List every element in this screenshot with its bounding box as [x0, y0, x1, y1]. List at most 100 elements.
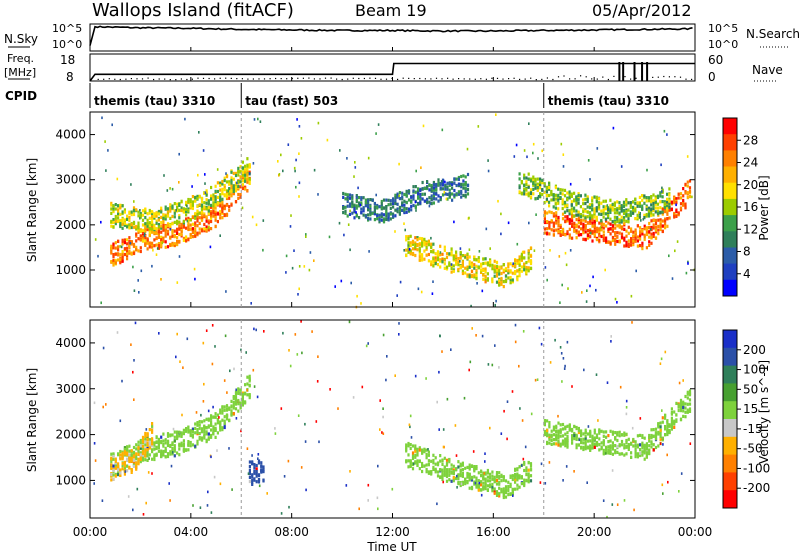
- power-cell: [632, 200, 635, 204]
- power-cell: [130, 223, 133, 227]
- power-cell: [185, 235, 188, 239]
- velocity-noise-cell: [289, 364, 292, 368]
- power-cell: [502, 280, 505, 284]
- power-cell: [652, 213, 655, 217]
- velocity-cell: [123, 446, 126, 450]
- power-cell: [436, 253, 440, 257]
- velocity-cell: [411, 444, 415, 448]
- velocity-cell: [448, 470, 451, 474]
- power-cell: [146, 247, 149, 251]
- power-cell: [166, 245, 170, 249]
- velocity-noise-cell: [534, 378, 537, 382]
- power-cell: [137, 226, 140, 230]
- velocity-noise-cell: [666, 453, 668, 457]
- power-cell: [191, 227, 194, 231]
- velocity-noise-cell: [450, 348, 452, 351]
- velocity-cell: [416, 453, 419, 457]
- velocity-noise-cell: [562, 479, 564, 482]
- velocity-cell: [645, 451, 648, 455]
- power-cell: [684, 202, 687, 206]
- velocity-cell: [486, 475, 489, 479]
- power-cell: [450, 250, 453, 254]
- power-cell: [414, 245, 417, 249]
- velocity-cell: [248, 460, 251, 464]
- power-cell: [561, 217, 565, 221]
- power-cell: [148, 227, 151, 231]
- power-cell: [602, 230, 605, 234]
- power-cell: [200, 196, 204, 201]
- power-cell: [645, 199, 648, 203]
- power-cell: [425, 245, 428, 250]
- velocity-cell: [518, 465, 521, 469]
- power-cell: [394, 208, 397, 212]
- power-cell: [426, 180, 429, 184]
- power-cell: [641, 241, 644, 245]
- power-cell: [401, 201, 404, 205]
- power-noise-cell: [596, 147, 599, 150]
- power-cell: [128, 211, 131, 215]
- power-noise-cell: [129, 242, 132, 245]
- power-cell: [162, 225, 165, 229]
- velocity-cell: [248, 472, 251, 476]
- power-cell: [613, 203, 616, 207]
- velocity-noise-cell: [124, 470, 127, 473]
- power-noise-cell: [100, 220, 102, 224]
- velocity-cell: [246, 393, 249, 397]
- velocity-cell: [666, 432, 669, 437]
- velocity-cell: [582, 432, 585, 436]
- power-noise-cell: [417, 188, 419, 191]
- power-cell: [611, 220, 614, 224]
- velocity-cell: [571, 441, 574, 445]
- power-cell: [663, 204, 666, 208]
- velocity-cell: [189, 432, 192, 437]
- power-cell: [518, 263, 521, 267]
- power-cell: [527, 266, 530, 270]
- power-cell: [604, 199, 607, 203]
- power-cell: [579, 194, 582, 198]
- power-cell: [189, 198, 192, 202]
- power-cell: [630, 240, 633, 244]
- power-cell: [636, 215, 639, 219]
- power-cell: [219, 210, 222, 214]
- power-cell: [609, 232, 612, 236]
- power-cell: [346, 193, 349, 197]
- power-cell: [411, 247, 415, 251]
- power-noise-cell: [193, 267, 196, 271]
- power-cell: [428, 200, 431, 204]
- velocity-cell: [593, 442, 596, 446]
- power-cell: [394, 201, 397, 206]
- power-cell: [461, 262, 464, 266]
- power-cell: [586, 228, 590, 233]
- velocity-cell: [550, 438, 553, 442]
- power-cell: [622, 204, 626, 208]
- velocity-cell: [137, 444, 140, 448]
- velocity-cell: [253, 463, 256, 467]
- power-cell: [382, 217, 386, 221]
- power-cell: [180, 199, 183, 203]
- velocity-cell: [123, 464, 126, 468]
- power-cell: [403, 203, 406, 207]
- velocity-noise-cell: [93, 401, 96, 405]
- velocity-cell: [548, 433, 551, 437]
- power-cell: [427, 241, 430, 245]
- power-noise-cell: [155, 253, 158, 256]
- power-cell: [216, 181, 219, 185]
- velocity-cell: [128, 449, 131, 453]
- power-cell: [355, 213, 358, 217]
- nave-point: [197, 77, 199, 79]
- power-cell: [602, 238, 605, 243]
- power-cell: [146, 218, 149, 222]
- velocity-cell: [257, 461, 261, 465]
- power-cell: [582, 202, 585, 206]
- power-noise-cell: [367, 156, 370, 160]
- power-cell: [457, 190, 460, 194]
- power-cell: [117, 245, 120, 249]
- power-cell: [620, 226, 624, 230]
- velocity-noise-cell: [218, 416, 220, 419]
- velocity-cell: [509, 482, 512, 486]
- nave-point: [341, 78, 343, 81]
- velocity-cell: [470, 478, 474, 482]
- power-cell: [645, 230, 648, 234]
- nave-point: [358, 77, 360, 80]
- velocity-noise-cell: [127, 495, 130, 498]
